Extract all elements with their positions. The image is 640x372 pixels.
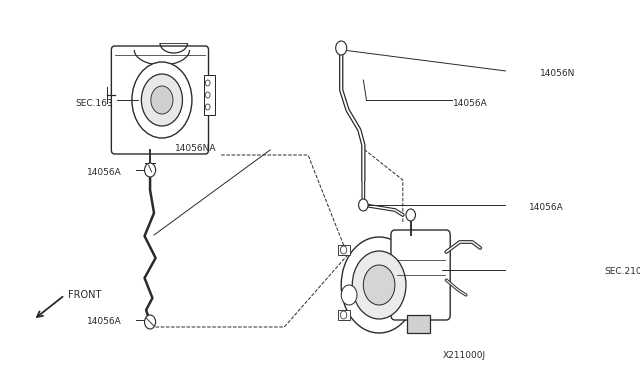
Circle shape: [341, 237, 417, 333]
Circle shape: [132, 62, 192, 138]
Bar: [204, 75, 215, 115]
Text: 14056A: 14056A: [87, 317, 122, 327]
Circle shape: [151, 86, 173, 114]
Circle shape: [145, 163, 156, 177]
Text: SEC.210: SEC.210: [604, 267, 640, 276]
Text: X211000J: X211000J: [442, 350, 485, 359]
Bar: [338, 310, 350, 320]
Circle shape: [336, 41, 347, 55]
Circle shape: [145, 315, 156, 329]
Bar: [407, 315, 431, 333]
FancyBboxPatch shape: [111, 46, 209, 154]
Circle shape: [364, 265, 395, 305]
Circle shape: [205, 104, 210, 110]
Text: 14056N: 14056N: [540, 68, 575, 77]
Circle shape: [141, 74, 182, 126]
Circle shape: [340, 246, 347, 254]
FancyBboxPatch shape: [391, 230, 450, 320]
Text: SEC.163: SEC.163: [75, 99, 113, 108]
Circle shape: [205, 92, 210, 98]
Circle shape: [340, 311, 347, 319]
Text: FRONT: FRONT: [68, 290, 101, 300]
Text: 14056A: 14056A: [529, 202, 564, 212]
Circle shape: [358, 199, 368, 211]
Text: 14056A: 14056A: [87, 167, 122, 176]
Circle shape: [406, 209, 415, 221]
Circle shape: [352, 251, 406, 319]
Circle shape: [341, 285, 357, 305]
Bar: [338, 245, 350, 255]
Circle shape: [205, 80, 210, 86]
Text: 14056NA: 14056NA: [175, 144, 217, 153]
Text: 14056A: 14056A: [453, 99, 488, 108]
